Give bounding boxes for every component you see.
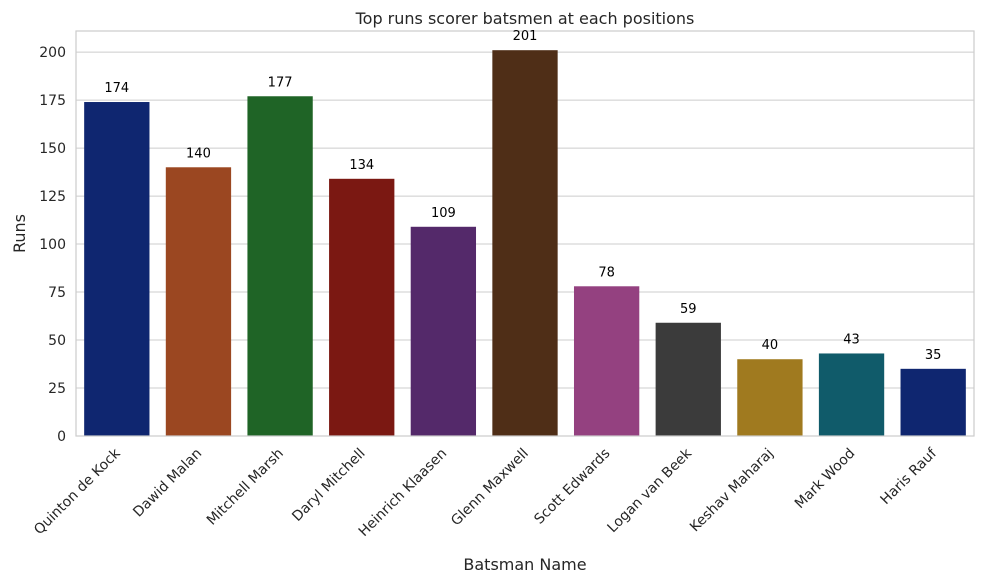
bar [492, 50, 558, 437]
y-tick-label: 150 [39, 141, 66, 157]
x-tick-label: Glenn Maxwell [448, 446, 532, 530]
y-axis-ticks: 0 25 50 75 100 125 150 175 200 [39, 45, 66, 445]
bar [84, 102, 150, 437]
y-tick-label: 125 [39, 189, 66, 205]
bars [84, 50, 966, 437]
bar-value-label: 174 [104, 81, 129, 96]
bar-value-label: 201 [513, 29, 538, 44]
x-axis-label: Batsman Name [463, 555, 586, 574]
bar-value-label: 43 [843, 332, 860, 347]
x-tick-label: Daryl Mitchell [289, 446, 368, 525]
chart-title: Top runs scorer batsmen at each position… [355, 9, 695, 28]
bar [329, 178, 395, 436]
bar-value-label: 134 [349, 158, 374, 173]
x-tick-label: Haris Rauf [878, 445, 941, 508]
y-tick-label: 75 [48, 285, 66, 301]
y-tick-label: 100 [39, 237, 66, 253]
y-axis-label: Runs [10, 214, 29, 253]
bar [247, 96, 313, 436]
data-labels: 174 140 177 134 109 201 78 59 40 43 35 [104, 29, 941, 363]
bar [573, 286, 640, 436]
plot-frame [75, 30, 975, 437]
bar-value-label: 59 [680, 302, 697, 317]
bar-value-label: 35 [925, 348, 942, 363]
x-tick-label: Logan van Beek [605, 445, 696, 536]
x-tick-label: Dawid Malan [130, 446, 205, 521]
bar [410, 226, 477, 436]
bar [165, 167, 232, 437]
bar [900, 368, 966, 436]
y-tick-label: 175 [39, 93, 66, 109]
x-tick-label: Scott Edwards [531, 446, 613, 528]
x-tick-label: Keshav Maharaj [687, 446, 777, 536]
bar-value-label: 40 [762, 338, 779, 353]
bar-value-label: 177 [268, 75, 293, 90]
y-tick-label: 200 [39, 45, 66, 61]
y-tick-label: 50 [48, 333, 66, 349]
bar-value-label: 109 [431, 206, 456, 221]
x-tick-label: Mark Wood [792, 446, 858, 512]
bar-value-label: 140 [186, 146, 211, 161]
y-tick-label: 25 [48, 381, 66, 397]
bar [655, 322, 721, 436]
y-tick-label: 0 [57, 429, 66, 445]
x-tick-label: Heinrich Klaasen [356, 446, 450, 540]
bar-value-label: 78 [598, 265, 615, 280]
bar [818, 353, 885, 436]
bar [737, 359, 803, 436]
x-tick-label: Quinton de Kock [31, 445, 124, 538]
x-tick-label: Mitchell Marsh [204, 446, 287, 529]
